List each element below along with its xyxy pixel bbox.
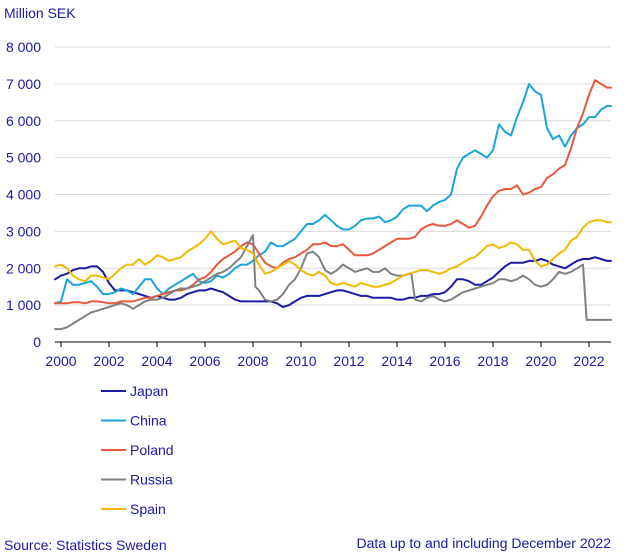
x-tick-label: 2012 [333,353,364,369]
x-tick-label: 2002 [93,353,124,369]
x-tick-label: 2010 [285,353,316,369]
series-line-russia [54,234,612,331]
x-axis-ticks: 2000 2002 2004 2006 2008 2010 2012 2014 2016 2018… [45,342,605,369]
gridlines [55,46,611,306]
series-lines [54,79,612,331]
legend-item-china: China [101,413,167,429]
y-tick-label: 4 000 [6,187,41,203]
x-tick-label: 2008 [237,353,268,369]
x-tick-label: 2016 [429,353,460,369]
y-tick-label: 8 000 [6,39,41,55]
source-note: Source: Statistics Sweden [4,537,167,553]
y-tick-label: 6 000 [6,113,41,129]
y-tick-label: 5 000 [6,150,41,166]
y-axis-ticks: 0 1 000 2 000 3 000 4 000 5 000 6 000 7 000 8 00… [6,39,41,350]
legend-label: China [130,413,167,429]
legend-item-poland: Poland [101,442,174,458]
y-tick-label: 0 [33,334,41,350]
x-tick-label: 2022 [573,353,604,369]
y-axis-unit-label: Million SEK [4,5,76,21]
legend-item-russia: Russia [101,472,173,488]
x-tick-label: 2004 [141,353,172,369]
legend-label: Spain [130,501,166,517]
x-tick-label: 2006 [189,353,220,369]
data-period-note: Data up to and including December 2022 [356,535,611,551]
y-tick-label: 2 000 [6,260,41,276]
x-tick-label: 2018 [477,353,508,369]
y-tick-label: 3 000 [6,223,41,239]
series-line-china [54,82,612,305]
x-tick-label: 2014 [381,353,412,369]
y-tick-label: 7 000 [6,76,41,92]
legend-label: Japan [130,383,168,399]
legend-item-japan: Japan [101,383,168,399]
legend: Japan China Poland Russia Spain [101,383,174,517]
legend-label: Russia [130,472,173,488]
series-line-poland [54,79,612,305]
legend-label: Poland [130,442,174,458]
x-tick-label: 2020 [525,353,556,369]
x-tick-label: 2000 [45,353,76,369]
legend-item-spain: Spain [101,501,166,517]
series-line-spain [54,219,612,288]
y-tick-label: 1 000 [6,297,41,313]
